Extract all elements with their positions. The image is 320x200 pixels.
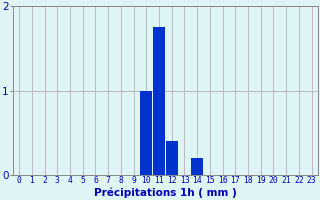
X-axis label: Précipitations 1h ( mm ): Précipitations 1h ( mm ) xyxy=(94,187,237,198)
Bar xyxy=(140,91,152,175)
Bar xyxy=(166,141,178,175)
Bar xyxy=(191,158,203,175)
Bar xyxy=(153,27,165,175)
